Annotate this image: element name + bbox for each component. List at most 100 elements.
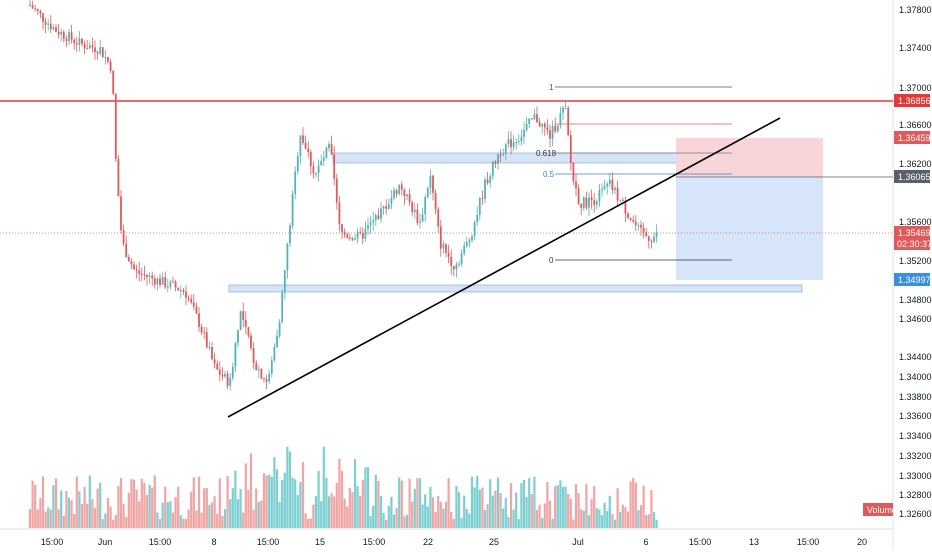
volume-bar [340,470,344,528]
demand-zone[interactable] [228,284,803,293]
volume-bar [348,487,351,528]
candle-body [224,373,226,377]
fib-label-05: 0.5 [543,170,555,179]
candle-body [39,10,42,14]
volume-bar [281,479,284,528]
volume-bar [600,515,604,528]
volume-bar [403,516,406,528]
candle-body [616,187,619,201]
candle-body [642,227,645,233]
candle-body [439,226,442,249]
volume-bar [582,510,585,528]
volume-bar [174,497,177,528]
volume-bar [65,490,68,528]
candle-body [265,379,268,382]
candle-body [257,369,260,371]
candle-body [502,153,505,155]
volume-bar [330,493,333,528]
candle-body [382,206,385,209]
candle-body [471,236,473,241]
candle-body [133,264,135,270]
price-tick-label: 1.34600 [899,314,932,324]
time-tick-label: 15:00 [363,537,386,547]
volume-bar [530,494,533,528]
volume-bar [223,509,227,528]
volume-bar [421,504,424,528]
take-profit-zone[interactable] [676,177,823,280]
candle-body [369,222,372,226]
volume-bar [520,483,523,528]
volume-bar [457,492,461,528]
candle-body [452,266,455,270]
volume-bar [369,515,372,528]
volume-bar [400,480,403,528]
price-tick-label: 1.34400 [899,352,932,362]
candle-body [588,197,590,208]
volume-bar [450,512,453,528]
volume-bar [317,471,320,528]
volume-bar [619,511,622,528]
candle-body [250,335,252,349]
candle-body [29,5,31,7]
volume-bar [135,489,138,528]
price-tick-label: 1.37000 [899,83,932,93]
volume-bar [242,512,245,528]
volume-bar [359,495,362,528]
volume-bar [489,479,492,528]
candle-body [348,237,351,239]
volume-bar [151,487,154,528]
candle-body [78,38,81,45]
volume-bar [252,509,255,528]
candle-body [463,245,466,254]
price-tag-target: 1.34997 [894,273,931,286]
candle-body [419,221,421,223]
candle-body [489,176,492,184]
candle-body [564,107,567,109]
candle-body [551,125,554,139]
fibonacci-retracement[interactable]: 1 0.618 0.5 0 [536,83,732,265]
volume-bar [593,486,596,528]
volume-bar [444,501,448,528]
volume-bar [127,492,130,528]
volume-bar [642,485,645,528]
volume-bar [574,483,578,528]
volume-bar [314,496,318,528]
candle-body [499,154,502,156]
candle-body [156,278,159,285]
price-axis[interactable]: 1.37800 1.37400 1.37000 1.36600 1.36200 1.356… [899,5,932,519]
volume-bar [455,485,458,528]
candle-body [203,332,206,334]
volume-bar [158,519,162,528]
volume-bar [294,479,297,528]
volume-bar [138,501,141,528]
candle-body [595,201,598,205]
volume-bar [483,509,487,528]
candle-body [380,208,382,219]
candle-body [218,369,221,375]
candle-body [408,194,411,203]
volume-bar [80,503,84,528]
candle-body [164,277,167,288]
time-tick-label: Jul [572,537,584,547]
countdown-timer: 02:30:37 [897,239,932,249]
svg-text:Volume: Volume [867,505,897,515]
volume-bar [507,516,510,528]
price-tick-label: 1.36600 [899,120,932,130]
time-axis[interactable]: 15:00 Jun 15:00 8 15:00 15 15:00 22 25 Jul 6 15:00 1… [41,537,867,547]
candle-body [377,215,380,219]
price-tick-label: 1.36200 [899,159,932,169]
candle-body [52,27,55,30]
volume-bar [101,519,104,528]
volume-bar [546,482,549,528]
stop-loss-zone[interactable] [676,138,823,177]
volume-bar [78,491,81,528]
volume-bar [229,499,232,528]
volume-bar [286,446,289,528]
candle-body [460,253,463,264]
volume-bar [554,486,557,528]
candle-body [57,31,60,35]
candle-body [42,13,44,22]
ascending-trendline[interactable] [227,117,781,418]
